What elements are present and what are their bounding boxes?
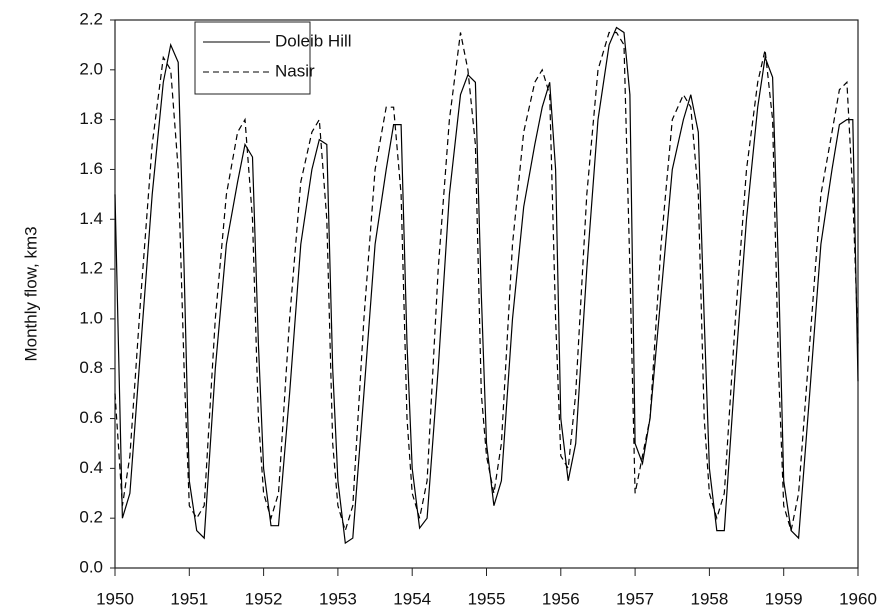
series-line: [114, 31, 859, 533]
y-tick-label: 1.0: [79, 308, 103, 327]
x-tick-label: 1954: [393, 589, 431, 608]
x-tick-label: 1953: [319, 589, 357, 608]
y-tick-label: 1.2: [79, 259, 103, 278]
y-tick-label: 0.4: [79, 458, 103, 477]
legend-label: Doleib Hill: [275, 31, 352, 50]
y-tick-label: 0.6: [79, 408, 103, 427]
y-tick-label: 1.4: [79, 209, 103, 228]
x-tick-label: 1951: [170, 589, 208, 608]
plot-frame: [114, 19, 859, 569]
x-tick-label: 1960: [839, 589, 877, 608]
legend-label: Nasir: [275, 61, 315, 80]
legend-box: [194, 21, 311, 95]
y-axis-label: Monthly flow, km3: [21, 226, 40, 361]
x-tick-label: 1950: [96, 589, 134, 608]
x-tick-label: 1952: [245, 589, 283, 608]
y-tick-label: 1.6: [79, 159, 103, 178]
y-tick-label: 0.0: [79, 557, 103, 576]
x-tick-label: 1955: [468, 589, 506, 608]
y-tick-label: 0.8: [79, 358, 103, 377]
y-tick-label: 2.0: [79, 59, 103, 78]
y-tick-label: 1.8: [79, 109, 103, 128]
x-tick-label: 1959: [765, 589, 803, 608]
series-line: [114, 26, 859, 545]
x-tick-label: 1956: [542, 589, 580, 608]
x-tick-label: 1958: [690, 589, 728, 608]
x-tick-label: 1957: [616, 589, 654, 608]
y-tick-label: 0.2: [79, 508, 103, 527]
y-tick-label: 2.2: [79, 9, 103, 28]
